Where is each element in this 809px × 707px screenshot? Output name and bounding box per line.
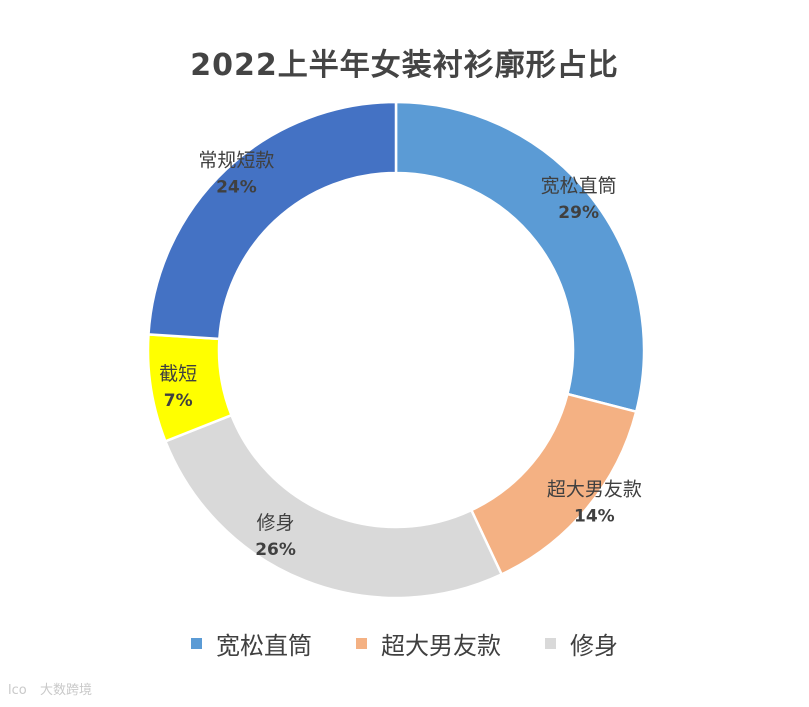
legend-label-kuansong: 宽松直筒 [216, 632, 312, 660]
slice-pct-changgui: 24% [216, 178, 257, 198]
slice-pct-jieduan: 7% [164, 391, 193, 411]
chart-title: 2022上半年女装衬衫廓形占比 [190, 48, 619, 83]
slice-label-boyfriend: 超大男友款 [547, 478, 642, 500]
legend-label-boyfriend: 超大男友款 [381, 632, 501, 660]
watermark: lco 大数跨境 [8, 679, 93, 699]
legend-item-kuansong[interactable]: 宽松直筒 [191, 626, 312, 661]
slice-label-changgui: 常规短款 [198, 150, 274, 172]
slice-label-jieduan: 截短 [159, 363, 197, 385]
slice-label-kuansong: 宽松直筒 [541, 175, 617, 197]
legend-swatch-slim [545, 638, 556, 649]
legend-swatch-boyfriend [356, 638, 367, 649]
slice-changgui[interactable] [147, 100, 398, 341]
slice-label-slim: 修身 [257, 512, 295, 534]
slice-pct-boyfriend: 14% [574, 506, 615, 526]
watermark-text: 大数跨境 [40, 683, 93, 698]
slice-pct-slim: 26% [255, 540, 296, 560]
svg-text:lco: lco [8, 683, 27, 697]
legend-item-slim[interactable]: 修身 [545, 626, 618, 661]
legend-swatch-kuansong [191, 638, 202, 649]
legend-label-slim: 修身 [570, 632, 618, 660]
watermark-logo-icon: lco [8, 683, 27, 697]
slice-kuansong[interactable] [394, 100, 646, 414]
slice-slim[interactable] [163, 413, 504, 600]
legend-item-boyfriend[interactable]: 超大男友款 [356, 626, 501, 661]
slice-pct-kuansong: 29% [558, 203, 599, 223]
chart-legend: 宽松直筒 超大男友款 修身 [0, 626, 809, 661]
